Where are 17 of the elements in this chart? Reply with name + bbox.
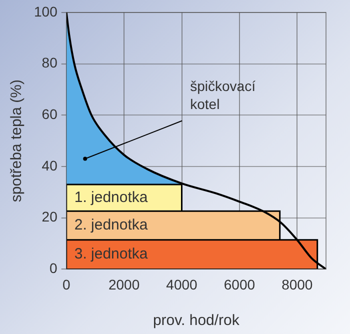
x-tick-label: 4000 xyxy=(166,276,198,292)
y-tick-label: 80 xyxy=(42,54,58,71)
x-tick-label: 0 xyxy=(62,276,70,292)
x-tick-label: 8000 xyxy=(282,276,313,292)
annotation: špičkovací kotel xyxy=(190,78,256,112)
y-tick-label: 40 xyxy=(42,157,58,174)
y-tick-label: 60 xyxy=(42,106,58,122)
y-tick-label: 0 xyxy=(50,260,58,276)
x-tick-label: 2000 xyxy=(108,276,140,292)
x-axis-title: prov. hod/rok xyxy=(152,312,240,330)
y-axis-title: spotřeba tepla (%) xyxy=(8,80,26,202)
series-label: 1. jednotka xyxy=(74,188,148,206)
y-tick-label: 100 xyxy=(34,3,58,20)
series-label: 3. jednotka xyxy=(74,246,148,263)
x-tick-label: 6000 xyxy=(224,276,256,292)
series-label: 2. jednotka xyxy=(74,216,148,234)
y-tick-label: 20 xyxy=(42,208,58,225)
